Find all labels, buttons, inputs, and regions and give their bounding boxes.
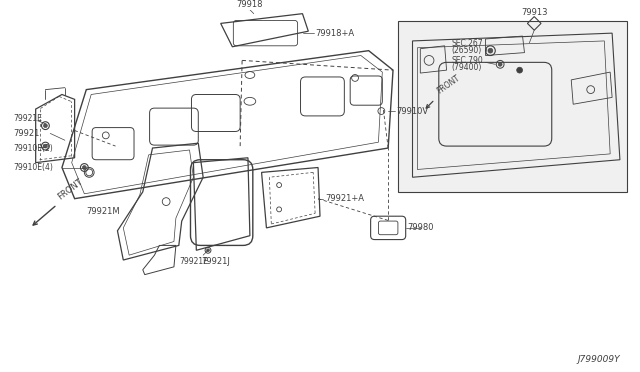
Text: J799009Y: J799009Y: [577, 355, 620, 364]
Text: FRONT: FRONT: [56, 177, 84, 202]
Text: 79913: 79913: [521, 7, 547, 17]
Bar: [398, 22, 627, 192]
Text: 79921J: 79921J: [202, 257, 230, 266]
Text: 79921E: 79921E: [13, 114, 42, 124]
Circle shape: [44, 144, 47, 148]
Circle shape: [498, 62, 502, 66]
Text: 79921E: 79921E: [179, 257, 208, 266]
Text: SEC.790: SEC.790: [451, 56, 483, 65]
Circle shape: [83, 166, 86, 170]
Circle shape: [44, 124, 47, 128]
Text: (26590): (26590): [451, 46, 482, 55]
Text: 79921: 79921: [13, 129, 40, 138]
Text: 79918: 79918: [237, 0, 263, 9]
Text: 79910V: 79910V: [396, 106, 428, 116]
Text: 79918+A: 79918+A: [315, 29, 355, 38]
Text: 79910E(2): 79910E(2): [13, 144, 53, 153]
Text: 79921+A: 79921+A: [325, 194, 364, 203]
Circle shape: [516, 67, 522, 73]
Circle shape: [488, 48, 493, 53]
Circle shape: [207, 249, 209, 252]
Text: 79980: 79980: [408, 224, 434, 232]
Text: 79921M: 79921M: [87, 207, 120, 216]
Text: FRONT: FRONT: [436, 73, 462, 96]
Text: 79910E(4): 79910E(4): [13, 163, 53, 172]
Text: SEC.267: SEC.267: [451, 39, 483, 48]
Text: (79400): (79400): [451, 63, 482, 72]
